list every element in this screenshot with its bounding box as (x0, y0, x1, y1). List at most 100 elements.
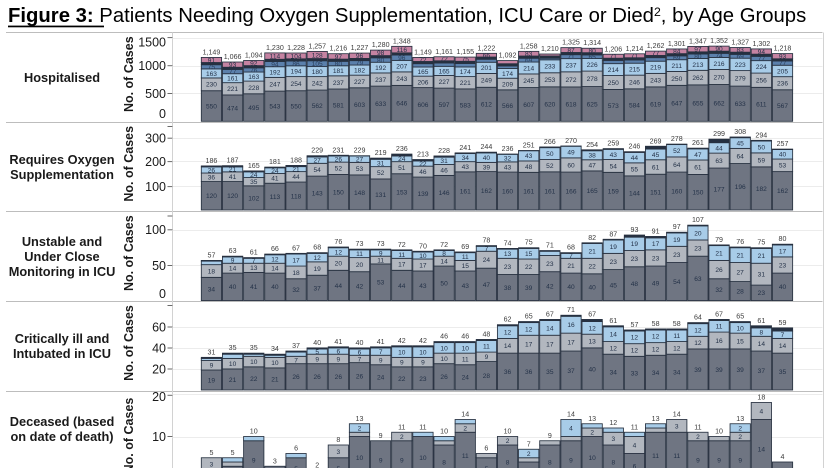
svg-text:53: 53 (377, 280, 385, 287)
svg-text:194: 194 (291, 69, 302, 76)
svg-text:566: 566 (502, 103, 513, 110)
svg-text:6: 6 (337, 348, 341, 355)
svg-text:47: 47 (483, 282, 491, 289)
svg-text:12: 12 (314, 255, 322, 262)
svg-text:26: 26 (292, 374, 300, 381)
svg-text:7: 7 (294, 357, 298, 364)
svg-text:2: 2 (738, 434, 742, 441)
svg-text:11: 11 (398, 252, 405, 259)
svg-text:278: 278 (671, 135, 683, 143)
svg-text:181: 181 (333, 68, 344, 75)
svg-text:105: 105 (312, 61, 323, 68)
svg-text:116: 116 (397, 47, 408, 54)
svg-text:21: 21 (567, 263, 575, 270)
svg-text:562: 562 (312, 103, 323, 110)
svg-text:308: 308 (734, 128, 746, 136)
svg-text:Requires Oxygen: Requires Oxygen (9, 152, 114, 167)
svg-text:65: 65 (588, 54, 596, 61)
svg-text:256: 256 (756, 78, 767, 85)
svg-text:22: 22 (250, 376, 258, 383)
svg-text:46: 46 (440, 167, 448, 174)
svg-text:1,149: 1,149 (414, 48, 432, 56)
svg-text:237: 237 (375, 77, 386, 84)
svg-text:9: 9 (315, 356, 319, 363)
svg-text:143: 143 (312, 190, 323, 197)
svg-text:21: 21 (271, 376, 279, 383)
svg-text:12: 12 (610, 345, 618, 352)
svg-text:300: 300 (145, 132, 166, 146)
svg-text:42: 42 (546, 284, 554, 291)
svg-text:65: 65 (525, 313, 533, 321)
svg-text:12: 12 (652, 346, 660, 353)
svg-text:4: 4 (569, 425, 573, 432)
svg-text:11: 11 (483, 344, 490, 351)
svg-text:9: 9 (485, 354, 489, 361)
svg-text:1,227: 1,227 (351, 44, 369, 52)
svg-text:151: 151 (650, 189, 661, 196)
svg-text:107: 107 (692, 216, 704, 224)
svg-text:15: 15 (525, 251, 533, 258)
svg-text:36: 36 (504, 369, 512, 376)
svg-text:63: 63 (694, 276, 702, 283)
svg-text:250: 250 (671, 76, 682, 83)
svg-text:7: 7 (527, 440, 531, 448)
svg-text:41: 41 (229, 174, 237, 181)
svg-text:17: 17 (398, 262, 406, 269)
svg-text:160: 160 (502, 188, 513, 195)
svg-text:22: 22 (398, 376, 406, 383)
svg-text:12: 12 (588, 325, 596, 332)
svg-text:226: 226 (587, 62, 598, 69)
svg-text:655: 655 (692, 100, 703, 107)
svg-text:7: 7 (252, 258, 256, 265)
svg-text:163: 163 (206, 71, 217, 78)
svg-text:619: 619 (650, 101, 661, 108)
svg-text:177: 177 (714, 186, 725, 193)
svg-text:17: 17 (652, 241, 660, 248)
svg-text:91: 91 (652, 227, 660, 235)
svg-text:22: 22 (588, 263, 596, 270)
svg-text:261: 261 (692, 139, 704, 147)
svg-text:230: 230 (206, 82, 217, 89)
svg-text:52: 52 (335, 166, 343, 173)
svg-text:69: 69 (673, 55, 681, 62)
svg-text:15: 15 (462, 263, 470, 270)
svg-text:603: 603 (354, 102, 365, 109)
svg-text:24: 24 (250, 172, 258, 179)
svg-text:139: 139 (417, 191, 428, 198)
svg-text:10: 10 (398, 349, 406, 356)
svg-text:15: 15 (737, 338, 745, 345)
svg-text:11: 11 (377, 257, 384, 264)
svg-text:10: 10 (250, 428, 258, 436)
svg-text:10: 10 (356, 455, 364, 462)
svg-text:1,280: 1,280 (372, 41, 390, 49)
svg-text:24: 24 (398, 156, 406, 163)
svg-text:72: 72 (419, 57, 427, 64)
svg-text:44: 44 (715, 145, 723, 152)
svg-text:80: 80 (694, 54, 702, 61)
svg-text:14: 14 (610, 332, 618, 339)
svg-text:72: 72 (398, 241, 406, 249)
svg-text:1500: 1500 (138, 35, 166, 49)
svg-text:1,348: 1,348 (393, 37, 411, 45)
svg-text:9: 9 (337, 356, 341, 363)
svg-text:128: 128 (312, 52, 323, 59)
svg-text:1,257: 1,257 (308, 42, 326, 50)
svg-text:39: 39 (737, 367, 745, 374)
svg-text:1,161: 1,161 (435, 48, 453, 56)
svg-text:1,230: 1,230 (266, 44, 284, 52)
svg-text:23: 23 (546, 261, 554, 268)
svg-text:35: 35 (250, 344, 258, 352)
svg-text:22: 22 (525, 264, 533, 271)
svg-text:50: 50 (152, 259, 166, 273)
svg-text:79: 79 (715, 236, 723, 244)
svg-text:200: 200 (145, 155, 166, 169)
svg-text:54: 54 (314, 167, 322, 174)
svg-text:7: 7 (379, 349, 383, 356)
svg-text:92: 92 (250, 60, 258, 67)
svg-text:26: 26 (314, 374, 322, 381)
svg-text:160: 160 (671, 188, 682, 195)
svg-text:2: 2 (527, 451, 531, 458)
svg-text:75: 75 (462, 57, 470, 64)
svg-text:7: 7 (485, 246, 489, 253)
svg-text:161: 161 (227, 76, 238, 83)
